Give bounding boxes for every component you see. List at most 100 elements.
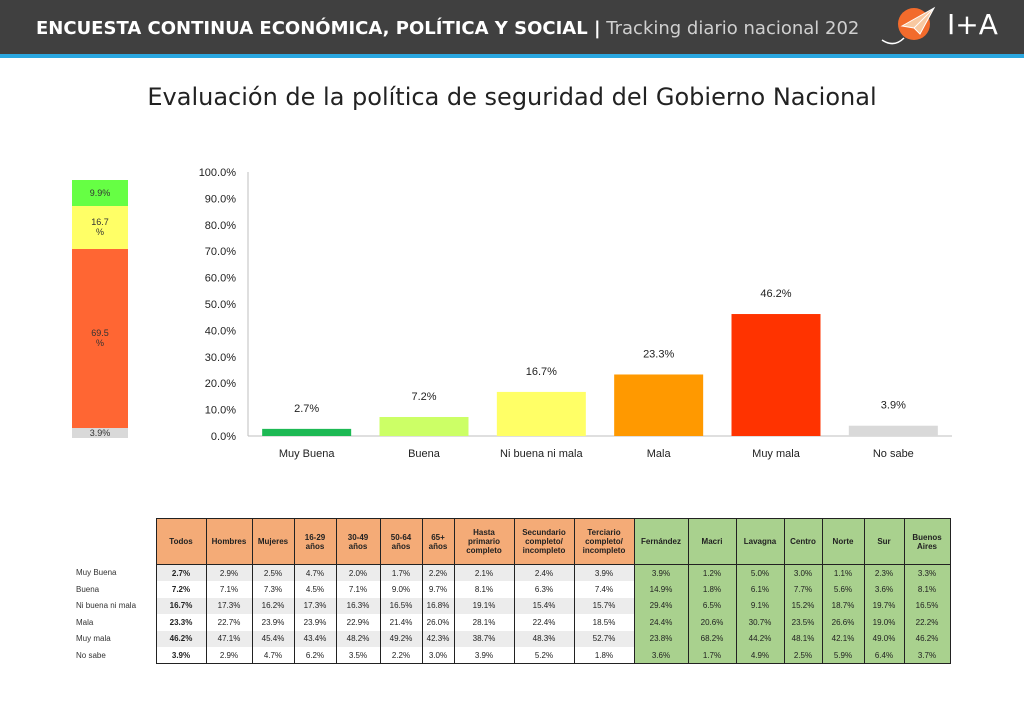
table-cell: 2.0% <box>335 564 381 581</box>
table-cell: 2.3% <box>863 564 905 581</box>
table-cell: 46.2% <box>903 630 951 647</box>
crosstab-table: Todos Hombres Mujeres 16-29 años 30-49 años 5… <box>72 518 951 664</box>
table-cell: 17.3% <box>293 597 337 614</box>
column-header: Todos <box>155 518 207 565</box>
row-label: Ni buena ni mala <box>76 601 137 611</box>
y-tick-label: 100.0% <box>199 167 237 179</box>
table-cell: 3.5% <box>335 647 381 664</box>
logo-text: I+A <box>947 8 998 41</box>
table-cell: 5.6% <box>821 581 865 598</box>
table-cell: 4.5% <box>293 581 337 598</box>
stack-segment-label: 16.7 % <box>91 217 109 238</box>
table-cell: 17.3% <box>205 597 253 614</box>
table-cell: 28.1% <box>453 614 515 631</box>
table-cell: 5.2% <box>513 647 575 664</box>
y-tick-label: 20.0% <box>205 378 236 390</box>
table-cell: 16.3% <box>335 597 381 614</box>
bar <box>496 391 586 436</box>
table-cell: 30.7% <box>735 614 785 631</box>
table-header-row: Todos Hombres Mujeres 16-29 años 30-49 años 5… <box>72 518 951 565</box>
table-cell: 3.6% <box>863 581 905 598</box>
table-cell: 2.4% <box>513 564 575 581</box>
table-cell: 46.2% <box>155 630 207 647</box>
table-cell: 5.9% <box>821 647 865 664</box>
table-cell: 68.2% <box>687 630 737 647</box>
column-header: Fernández <box>633 518 689 565</box>
table-cell: 18.5% <box>573 614 635 631</box>
table-body: Muy Buena 2.7% 2.9% 2.5% 4.7% 2.0% 1.7% 2.2% 2.1… <box>72 564 951 664</box>
data-label: 3.9% <box>881 400 906 412</box>
bar <box>731 314 821 436</box>
column-header: 30-49 años <box>335 518 381 565</box>
table-cell: 52.7% <box>573 630 635 647</box>
table-cell: 15.4% <box>513 597 575 614</box>
table-cell: 16.5% <box>379 597 423 614</box>
row-label: No sabe <box>76 650 106 660</box>
table-cell: 4.7% <box>251 647 295 664</box>
table-cell: 16.5% <box>903 597 951 614</box>
table-row: Muy mala 46.2% 47.1% 45.4% 43.4% 48.2% 49.2% 42… <box>72 630 951 647</box>
table-cell: 9.0% <box>379 581 423 598</box>
table-cell: 5.0% <box>735 564 785 581</box>
table-cell: 6.2% <box>293 647 337 664</box>
header-title-sub: Tracking diario nacional 202 <box>606 18 860 39</box>
data-label: 2.7% <box>294 403 319 415</box>
y-tick-label: 80.0% <box>205 220 236 232</box>
column-header: Norte <box>821 518 865 565</box>
table-cell: 23.5% <box>783 614 823 631</box>
column-header: Lavagna <box>735 518 785 565</box>
paper-plane-logo-icon <box>881 6 936 45</box>
table-cell: 24.4% <box>633 614 689 631</box>
table-cell: 8.1% <box>903 581 951 598</box>
table-cell: 22.4% <box>513 614 575 631</box>
table-cell: 48.3% <box>513 630 575 647</box>
table-cell: 4.9% <box>735 647 785 664</box>
x-tick-label: Muy Buena <box>279 448 336 460</box>
data-label: 23.3% <box>643 348 674 360</box>
table-cell: 49.0% <box>863 630 905 647</box>
y-tick-label: 60.0% <box>205 273 236 285</box>
table-cell: 38.7% <box>453 630 515 647</box>
column-header: Centro <box>783 518 823 565</box>
table-cell: 2.5% <box>783 647 823 664</box>
table-row: Ni buena ni mala 16.7% 17.3% 16.2% 17.3% 16.3… <box>72 597 951 614</box>
table-cell: 20.6% <box>687 614 737 631</box>
table-cell: 2.5% <box>251 564 295 581</box>
x-tick-label: Ni buena ni mala <box>500 448 583 460</box>
table-cell: 7.1% <box>335 581 381 598</box>
column-header: 65+ años <box>421 518 455 565</box>
table-cell: 9.1% <box>735 597 785 614</box>
row-label: Muy Buena <box>76 568 117 578</box>
table-cell: 49.2% <box>379 630 423 647</box>
table-cell: 26.6% <box>821 614 865 631</box>
crosstab-table-wrapper: Todos Hombres Mujeres 16-29 años 30-49 años 5… <box>72 518 951 664</box>
stack-segment-label: 9.9% <box>89 187 111 198</box>
table-cell: 44.2% <box>735 630 785 647</box>
stack-segment-label: 69.5 % <box>91 328 109 349</box>
table-cell: 7.7% <box>783 581 823 598</box>
table-cell: 9.7% <box>421 581 455 598</box>
y-tick-label: 30.0% <box>205 352 236 364</box>
data-label: 16.7% <box>526 366 557 378</box>
table-cell: 1.7% <box>379 564 423 581</box>
table-row: Muy Buena 2.7% 2.9% 2.5% 4.7% 2.0% 1.7% 2.2% 2.1… <box>72 564 951 581</box>
table-cell: 7.2% <box>155 581 207 598</box>
table-cell: 18.7% <box>821 597 865 614</box>
y-tick-label: 10.0% <box>205 405 236 417</box>
column-header: Secundario completo/ incompleto <box>513 518 575 565</box>
table-cell: 7.4% <box>573 581 635 598</box>
table-cell: 6.3% <box>513 581 575 598</box>
column-header: Buenos Aires <box>903 518 951 565</box>
stack-segment <box>72 180 128 206</box>
x-tick-label: Muy mala <box>752 448 801 460</box>
column-header: Sur <box>863 518 905 565</box>
stack-segment <box>72 427 128 438</box>
column-header: Mujeres <box>251 518 295 565</box>
table-cell: 3.9% <box>633 564 689 581</box>
table-cell: 16.7% <box>155 597 207 614</box>
table-cell: 15.2% <box>783 597 823 614</box>
data-label: 46.2% <box>760 288 791 300</box>
table-cell: 15.7% <box>573 597 635 614</box>
table-cell: 3.6% <box>633 647 689 664</box>
y-tick-label: 40.0% <box>205 325 236 337</box>
